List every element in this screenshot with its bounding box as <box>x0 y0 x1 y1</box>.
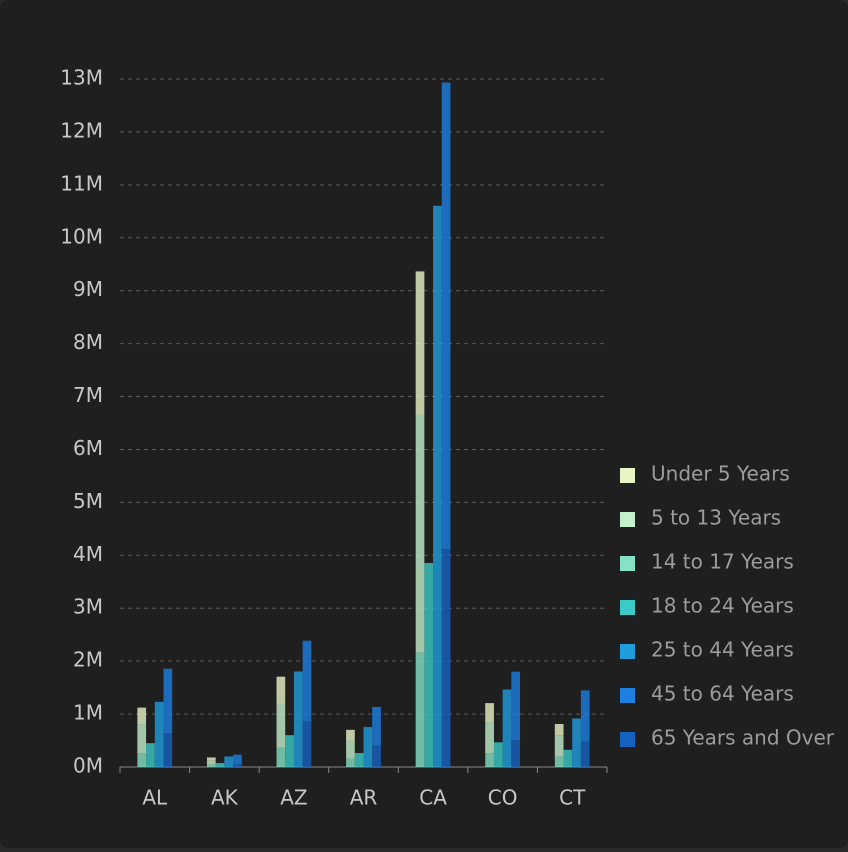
bar <box>137 707 147 725</box>
y-tick-label: 6M <box>73 436 103 460</box>
y-tick-label: 9M <box>73 277 103 301</box>
legend-label: Under 5 Years <box>651 462 790 486</box>
legend-label: 25 to 44 Years <box>651 638 794 662</box>
bar <box>285 735 294 767</box>
legend-label: 14 to 17 Years <box>651 550 794 574</box>
bar <box>293 671 303 767</box>
bar <box>163 733 173 767</box>
bar <box>415 271 425 415</box>
bar <box>137 753 147 767</box>
y-tick-label: 8M <box>73 330 103 354</box>
x-tick-label: AL <box>142 786 168 810</box>
bar <box>276 703 286 748</box>
y-tick-label: 10M <box>60 224 103 248</box>
y-tick-label: 12M <box>60 118 103 142</box>
x-tick-label: AZ <box>280 786 307 810</box>
bar <box>302 640 312 722</box>
legend-swatch <box>620 512 635 527</box>
x-tick-label: CT <box>559 786 586 810</box>
bar <box>163 668 173 734</box>
bar <box>215 763 225 767</box>
bar <box>563 749 573 767</box>
bar <box>206 760 216 765</box>
bar <box>415 652 425 767</box>
legend-label: 18 to 24 Years <box>651 594 794 618</box>
y-tick-label: 5M <box>73 489 103 513</box>
bar <box>441 549 451 767</box>
bar <box>206 757 216 761</box>
legend-swatch <box>620 600 635 615</box>
bar <box>493 742 503 767</box>
bar <box>485 722 494 754</box>
bar <box>511 739 521 767</box>
bar <box>233 764 242 767</box>
bar <box>276 676 286 704</box>
bar <box>372 706 381 746</box>
bar <box>137 724 147 754</box>
legend-label: 5 to 13 Years <box>651 506 781 530</box>
bar <box>433 205 442 767</box>
bar <box>554 756 564 767</box>
bar <box>485 753 494 767</box>
x-tick-label: CA <box>419 786 447 810</box>
x-tick-label: AK <box>211 786 239 810</box>
legend-swatch <box>620 644 635 659</box>
bar <box>354 753 364 767</box>
bar <box>554 735 564 757</box>
bar <box>441 82 451 550</box>
legend-swatch <box>620 556 635 571</box>
bar <box>146 743 155 767</box>
bar <box>502 689 512 767</box>
bar <box>276 747 286 767</box>
bar <box>415 414 425 653</box>
bar <box>372 745 381 767</box>
bar <box>346 729 355 741</box>
legend-swatch <box>620 688 635 703</box>
bar <box>233 754 242 765</box>
bar <box>224 756 234 767</box>
y-tick-label: 0M <box>73 754 103 778</box>
y-tick-label: 13M <box>60 66 103 90</box>
bar <box>346 758 355 767</box>
legend-label: 45 to 64 Years <box>651 682 794 706</box>
x-tick-label: AR <box>350 786 378 810</box>
bar <box>302 721 312 767</box>
y-tick-label: 2M <box>73 648 103 672</box>
bar <box>424 563 434 767</box>
bar <box>154 701 164 767</box>
bar <box>554 724 564 736</box>
bar <box>580 690 590 742</box>
y-tick-label: 3M <box>73 595 103 619</box>
legend-swatch <box>620 732 635 747</box>
y-tick-label: 11M <box>60 171 103 195</box>
y-tick-label: 4M <box>73 542 103 566</box>
y-tick-label: 1M <box>73 701 103 725</box>
legend-swatch <box>620 468 635 483</box>
bar <box>346 740 355 759</box>
bar <box>485 703 494 723</box>
y-tick-label: 7M <box>73 383 103 407</box>
legend-label: 65 Years and Over <box>651 726 835 750</box>
bar <box>206 764 216 767</box>
bar <box>363 727 373 767</box>
bar <box>580 741 590 767</box>
x-tick-label: CO <box>488 786 518 810</box>
bar <box>572 718 581 767</box>
bar <box>511 671 521 740</box>
